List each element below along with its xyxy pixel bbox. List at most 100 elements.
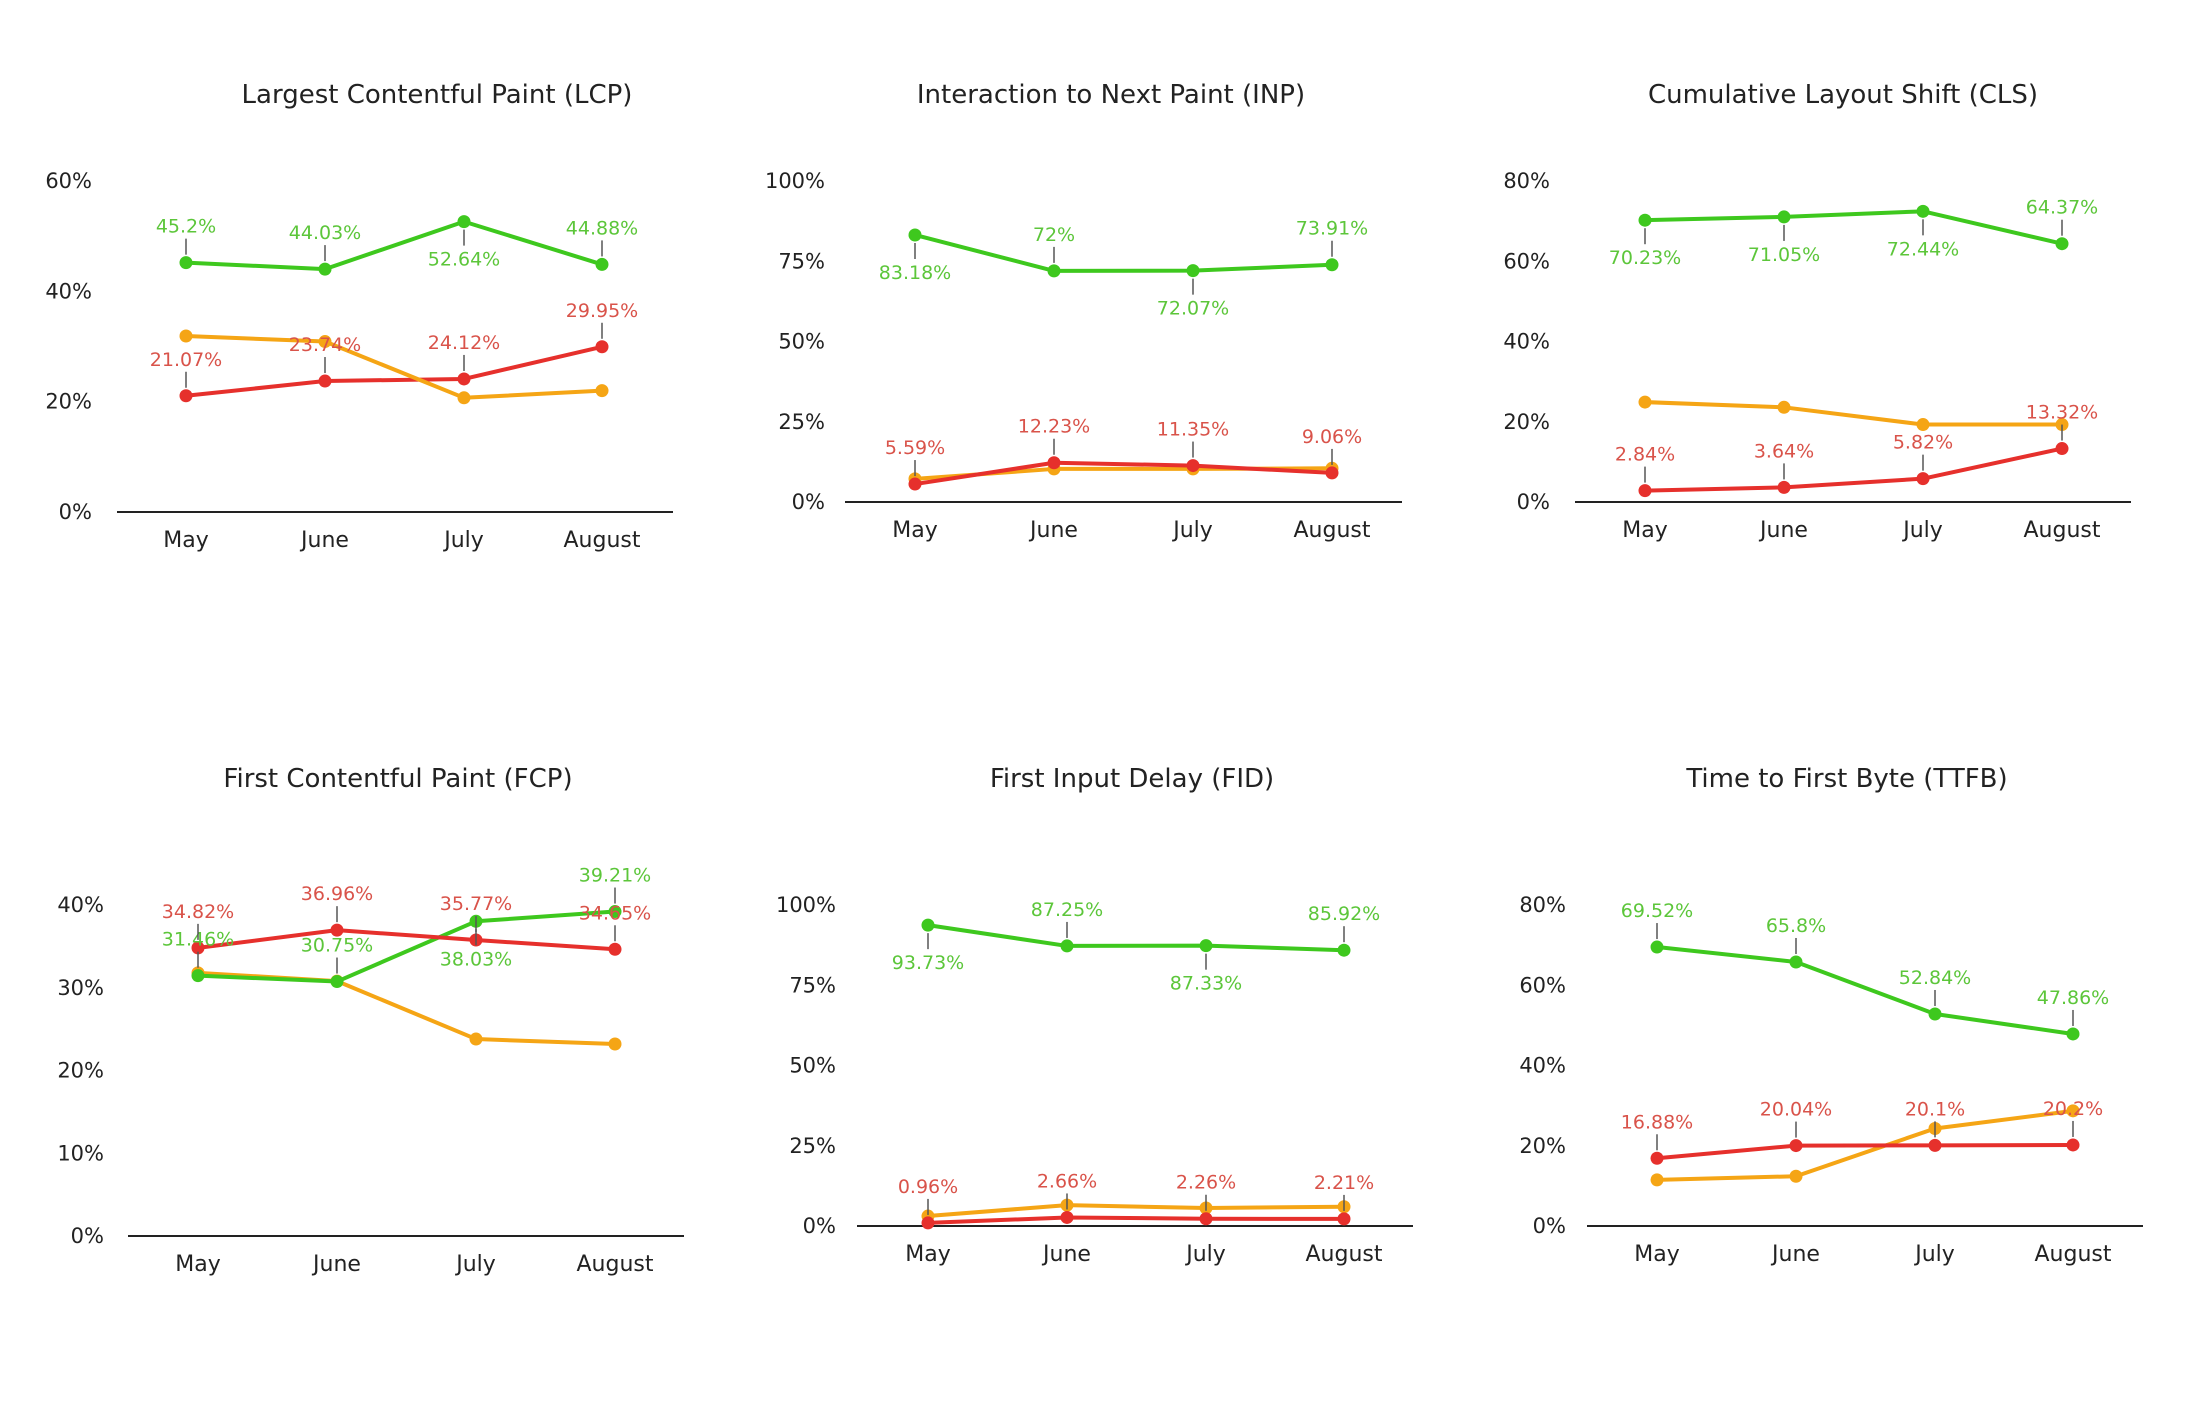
y-tick-label: 10% bbox=[57, 1141, 104, 1165]
data-label-poor: 23.74% bbox=[289, 334, 361, 356]
data-point-needs_improvement bbox=[608, 1037, 622, 1051]
y-tick-label: 75% bbox=[789, 973, 836, 997]
chart-title: First Input Delay (FID) bbox=[990, 764, 1274, 794]
data-label-poor: 34.65% bbox=[579, 902, 651, 924]
data-point-needs_improvement bbox=[1638, 395, 1652, 409]
x-tick-label: August bbox=[577, 1252, 654, 1277]
series-line-poor bbox=[926, 1215, 1346, 1225]
data-label-good: 38.03% bbox=[440, 948, 512, 970]
data-label-poor: 12.23% bbox=[1018, 416, 1090, 438]
chart-title: Time to First Byte (TTFB) bbox=[1685, 764, 2007, 794]
data-label-good: 72% bbox=[1033, 224, 1075, 246]
data-point-poor bbox=[1047, 456, 1061, 470]
data-point-good bbox=[1638, 213, 1652, 227]
data-point-good bbox=[179, 256, 193, 270]
chart-panel: Time to First Byte (TTFB) 0% 20% 40% 60% 80% M… bbox=[1519, 764, 2143, 1267]
data-point-good bbox=[1650, 940, 1664, 954]
chart-title: Largest Contentful Paint (LCP) bbox=[242, 80, 633, 110]
x-tick-label: May bbox=[892, 518, 937, 543]
y-tick-label: 20% bbox=[57, 1059, 104, 1083]
series-line-good bbox=[184, 219, 604, 272]
data-point-good bbox=[608, 905, 622, 919]
data-point-poor bbox=[1789, 1139, 1803, 1153]
y-tick-label: 20% bbox=[1503, 410, 1550, 434]
data-point-poor bbox=[330, 923, 344, 937]
y-tick-label: 20% bbox=[45, 390, 92, 414]
x-tick-label: August bbox=[1294, 518, 1371, 543]
data-label-poor: 13.32% bbox=[2026, 402, 2098, 424]
x-tick-label: August bbox=[1306, 1242, 1383, 1267]
series-line-poor bbox=[913, 460, 1334, 487]
data-label-good: 72.07% bbox=[1157, 298, 1229, 320]
y-tick-label: 60% bbox=[1503, 249, 1550, 273]
chart-title: First Contentful Paint (FCP) bbox=[223, 764, 572, 794]
data-point-good bbox=[1916, 204, 1930, 218]
data-label-good: 85.92% bbox=[1308, 903, 1380, 925]
data-point-poor bbox=[1060, 1210, 1074, 1224]
data-point-needs_improvement bbox=[1789, 1169, 1803, 1183]
data-label-poor: 0.96% bbox=[898, 1176, 958, 1198]
y-tick-label: 100% bbox=[776, 893, 836, 917]
data-point-poor bbox=[1777, 480, 1791, 494]
x-tick-label: May bbox=[175, 1252, 220, 1277]
x-tick-label: May bbox=[1622, 518, 1667, 543]
data-label-good: 30.75% bbox=[301, 935, 373, 957]
data-label-good: 44.88% bbox=[566, 217, 638, 239]
data-label-poor: 29.95% bbox=[566, 300, 638, 322]
y-tick-label: 80% bbox=[1519, 893, 1566, 917]
data-point-needs_improvement bbox=[2066, 1104, 2080, 1118]
data-label-good: 73.91% bbox=[1296, 218, 1368, 240]
x-tick-label: May bbox=[163, 528, 208, 553]
y-tick-label: 0% bbox=[792, 490, 825, 514]
series-line-needs_improvement bbox=[196, 970, 617, 1047]
y-tick-label: 0% bbox=[71, 1224, 104, 1248]
x-tick-label: August bbox=[2035, 1242, 2112, 1267]
data-label-poor: 5.82% bbox=[1893, 432, 1953, 454]
data-label-poor: 11.35% bbox=[1157, 419, 1229, 441]
data-label-good: 44.03% bbox=[289, 222, 361, 244]
x-tick-label: May bbox=[1634, 1242, 1679, 1267]
data-point-poor bbox=[908, 477, 922, 491]
data-point-poor bbox=[2066, 1138, 2080, 1152]
data-point-poor bbox=[1928, 1138, 1942, 1152]
data-point-good bbox=[1047, 264, 1061, 278]
data-label-poor: 16.88% bbox=[1621, 1111, 1693, 1133]
data-point-needs_improvement bbox=[1916, 418, 1930, 432]
x-tick-label: June bbox=[1770, 1242, 1820, 1267]
series-line-needs_improvement bbox=[926, 1203, 1346, 1219]
y-tick-label: 40% bbox=[57, 893, 104, 917]
data-point-needs_improvement bbox=[457, 391, 471, 405]
x-tick-label: July bbox=[1184, 1242, 1226, 1267]
y-tick-label: 20% bbox=[1519, 1134, 1566, 1158]
y-tick-label: 30% bbox=[57, 976, 104, 1000]
data-point-good bbox=[1928, 1007, 1942, 1021]
x-tick-label: June bbox=[1041, 1242, 1091, 1267]
data-point-needs_improvement bbox=[318, 335, 332, 349]
x-tick-label: July bbox=[1901, 518, 1943, 543]
y-tick-label: 100% bbox=[765, 169, 825, 193]
data-label-poor: 2.21% bbox=[1314, 1172, 1374, 1194]
data-point-poor bbox=[1650, 1151, 1664, 1165]
data-point-good bbox=[2066, 1027, 2080, 1041]
x-tick-label: August bbox=[564, 528, 641, 553]
data-label-good: 69.52% bbox=[1621, 900, 1693, 922]
x-tick-label: June bbox=[1758, 518, 1808, 543]
data-label-good: 45.2% bbox=[156, 216, 216, 238]
chart-panel: Cumulative Layout Shift (CLS) 0% 20% 40% 60%… bbox=[1503, 80, 2131, 543]
data-point-good bbox=[191, 969, 205, 983]
chart-panel: Interaction to Next Paint (INP) 0% 25% 50% 7… bbox=[765, 80, 1402, 543]
data-label-good: 47.86% bbox=[2037, 987, 2109, 1009]
y-tick-label: 0% bbox=[1517, 490, 1550, 514]
data-point-good bbox=[595, 257, 609, 271]
y-tick-label: 50% bbox=[778, 330, 825, 354]
data-label-good: 93.73% bbox=[892, 952, 964, 974]
data-label-poor: 21.07% bbox=[150, 349, 222, 371]
y-tick-label: 25% bbox=[778, 410, 825, 434]
data-point-good bbox=[318, 262, 332, 276]
chart-panel: First Input Delay (FID) 0% 25% 50% 75% 100% Ma… bbox=[776, 764, 1413, 1267]
data-label-poor: 5.59% bbox=[885, 437, 945, 459]
data-point-good bbox=[921, 918, 935, 932]
data-point-good bbox=[1186, 264, 1200, 278]
y-tick-label: 40% bbox=[1503, 330, 1550, 354]
